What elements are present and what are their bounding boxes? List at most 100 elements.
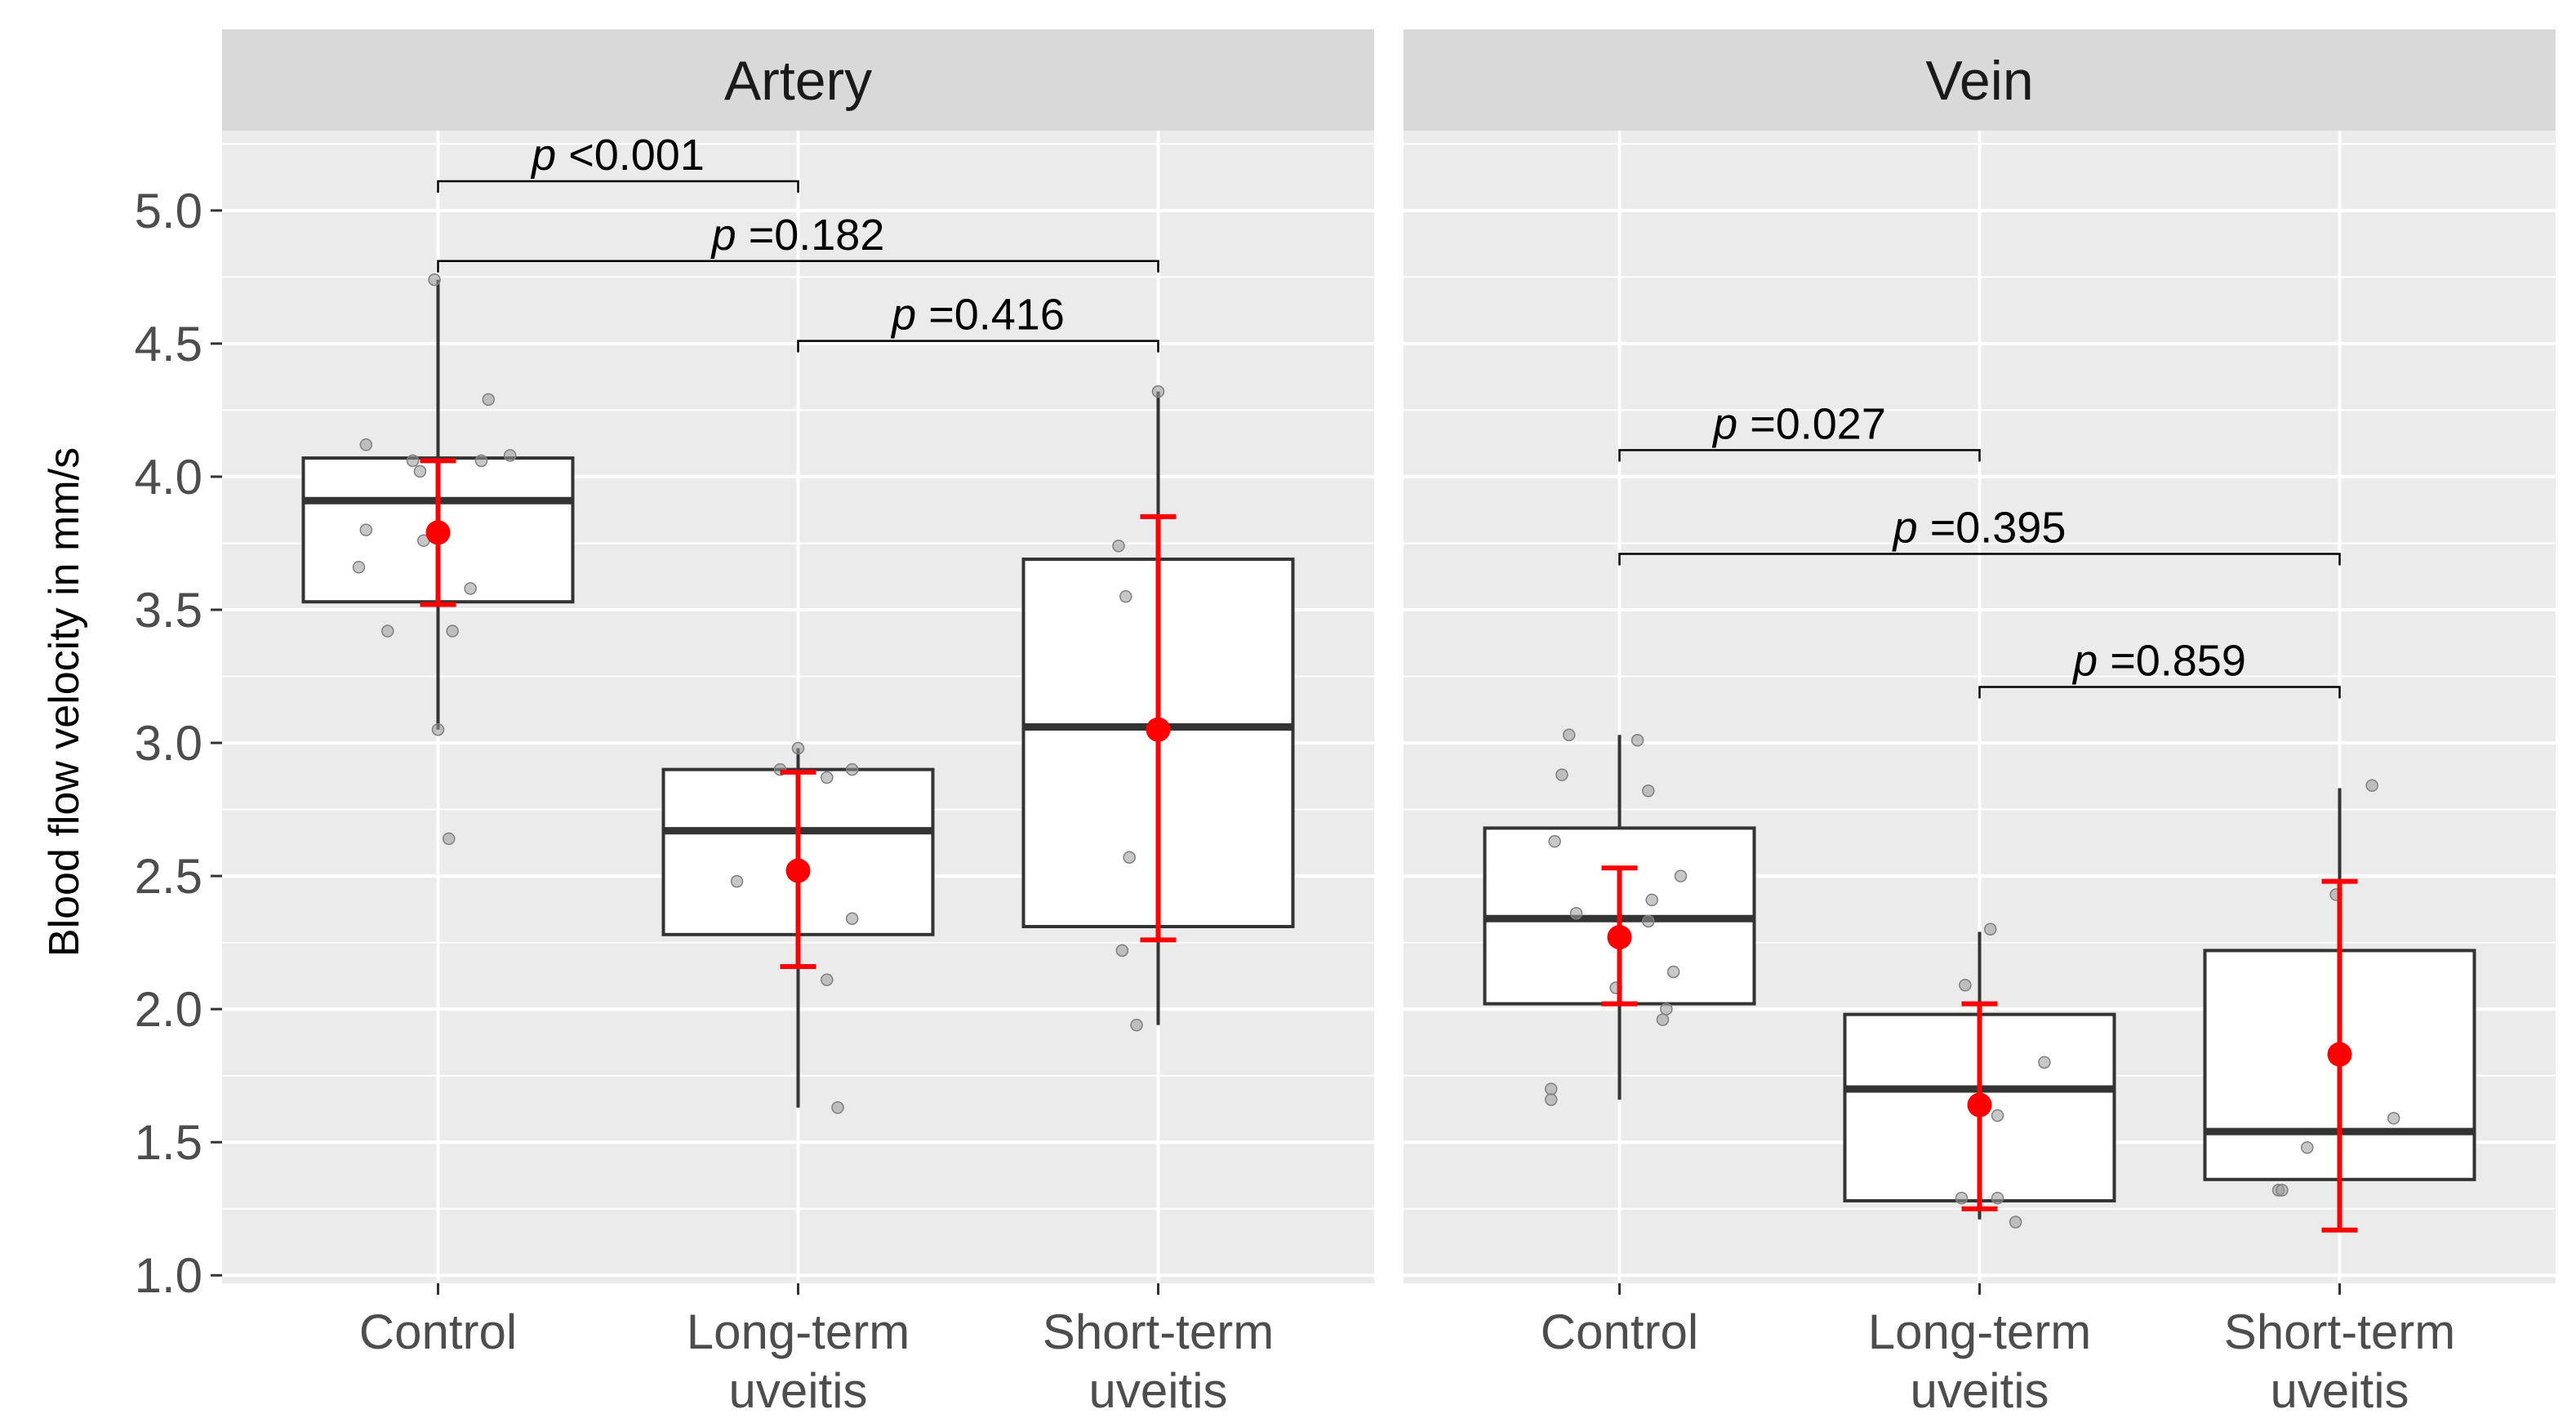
data-point: [1983, 922, 1997, 936]
data-point: [1674, 869, 1688, 882]
x-tick-label: Long-term uveitis: [687, 1305, 910, 1418]
data-point: [1569, 906, 1583, 920]
bracket-line: [1618, 449, 1981, 462]
data-point: [1656, 1013, 1670, 1026]
significance-bracket: p =0.859: [1978, 637, 2341, 699]
data-point: [1123, 851, 1136, 864]
data-point: [2365, 779, 2378, 792]
x-tick-label: Long-term uveitis: [1868, 1305, 2091, 1418]
data-point: [1645, 893, 1658, 907]
data-point: [1631, 734, 1644, 747]
mean-point: [1967, 1092, 1992, 1118]
data-point: [442, 832, 456, 846]
y-tick-label: 4.5: [135, 317, 202, 371]
data-point: [503, 449, 517, 462]
bracket-line: [1978, 686, 2341, 699]
p-value-label: p =0.395: [1892, 503, 2067, 552]
facet-strip: [222, 29, 1374, 131]
data-point: [831, 1101, 844, 1114]
y-tick-label: 2.0: [135, 982, 202, 1037]
p-value-label: p <0.001: [530, 131, 705, 180]
box-group: [1843, 922, 2116, 1229]
data-point: [2301, 1140, 2314, 1154]
mean-point: [785, 858, 811, 883]
data-point: [2009, 1216, 2022, 1229]
mean-point: [1146, 717, 1171, 742]
data-point: [1660, 1002, 1673, 1016]
data-point: [381, 625, 394, 638]
bracket-line: [437, 180, 799, 193]
facet-title: Artery: [724, 50, 872, 112]
data-point: [1642, 914, 1655, 928]
data-point: [845, 912, 859, 925]
p-value-label: p =0.182: [710, 211, 885, 260]
data-point: [1563, 728, 1576, 741]
data-point: [474, 454, 488, 468]
data-point: [845, 762, 859, 776]
box-group: [301, 273, 575, 846]
mean-point: [2327, 1042, 2352, 1067]
data-point: [1119, 589, 1132, 603]
x-tick-label: Control: [1541, 1305, 1698, 1359]
box-group: [2203, 779, 2476, 1233]
data-point: [730, 874, 744, 888]
data-point: [1555, 768, 1568, 781]
data-point: [1130, 1018, 1143, 1032]
significance-bracket: p =0.027: [1618, 399, 1981, 462]
data-point: [1544, 1082, 1558, 1096]
p-value-label: p =0.859: [2071, 637, 2246, 686]
x-tick-label: Short-term uveitis: [2224, 1305, 2455, 1418]
mean-point: [425, 520, 451, 545]
data-point: [791, 741, 805, 755]
data-point: [413, 465, 427, 478]
p-value-label: p =0.027: [1711, 399, 1886, 448]
data-point: [359, 523, 373, 536]
data-point: [1991, 1109, 2004, 1122]
box-group: [661, 741, 935, 1114]
data-point: [359, 438, 373, 451]
data-point: [1115, 944, 1129, 958]
significance-bracket: p =0.395: [1618, 503, 2341, 566]
data-point: [1151, 385, 1165, 398]
facet-strip: [1404, 29, 2556, 131]
data-point: [1991, 1191, 2004, 1205]
x-tick-label: Short-term uveitis: [1043, 1305, 1274, 1418]
data-point: [1548, 834, 1561, 848]
data-point: [1959, 979, 1972, 992]
facet-panel-vein: Vein p =0.027 p =0.395 p =0.859 Control Long-…: [1404, 29, 2556, 1418]
y-tick-label: 3.0: [135, 716, 202, 771]
data-point: [428, 273, 441, 287]
data-point: [431, 722, 445, 736]
data-point: [406, 454, 420, 468]
significance-bracket: p <0.001: [437, 131, 799, 193]
data-point: [2038, 1056, 2051, 1069]
significance-bracket: p =0.182: [437, 211, 1159, 273]
bracket-line: [437, 260, 1159, 273]
y-tick-label: 3.5: [135, 583, 202, 638]
y-tick-label: 4.0: [135, 450, 202, 505]
data-point: [352, 561, 366, 574]
data-point: [1666, 965, 1680, 979]
data-point: [446, 625, 459, 638]
data-point: [2387, 1112, 2400, 1125]
y-axis-label: Blood flow velocity in mm/s: [41, 447, 88, 957]
box-group: [1021, 385, 1295, 1032]
mean-point: [1607, 925, 1632, 950]
data-point: [464, 582, 477, 595]
significance-bracket: p =0.416: [797, 291, 1159, 353]
p-value-label: p =0.416: [890, 291, 1065, 340]
y-tick-label: 1.5: [135, 1115, 202, 1170]
data-point: [1544, 1093, 1558, 1106]
facet-title: Vein: [1925, 50, 2033, 112]
data-point: [1955, 1191, 1969, 1205]
x-tick-label: Control: [359, 1305, 517, 1359]
y-tick-label: 1.0: [135, 1248, 202, 1303]
y-tick-label: 2.5: [135, 849, 202, 904]
data-point: [482, 393, 495, 407]
bracket-line: [1618, 553, 2341, 566]
data-point: [1112, 539, 1125, 553]
box-group: [1483, 728, 1756, 1106]
y-tick-label: 5.0: [135, 184, 202, 238]
